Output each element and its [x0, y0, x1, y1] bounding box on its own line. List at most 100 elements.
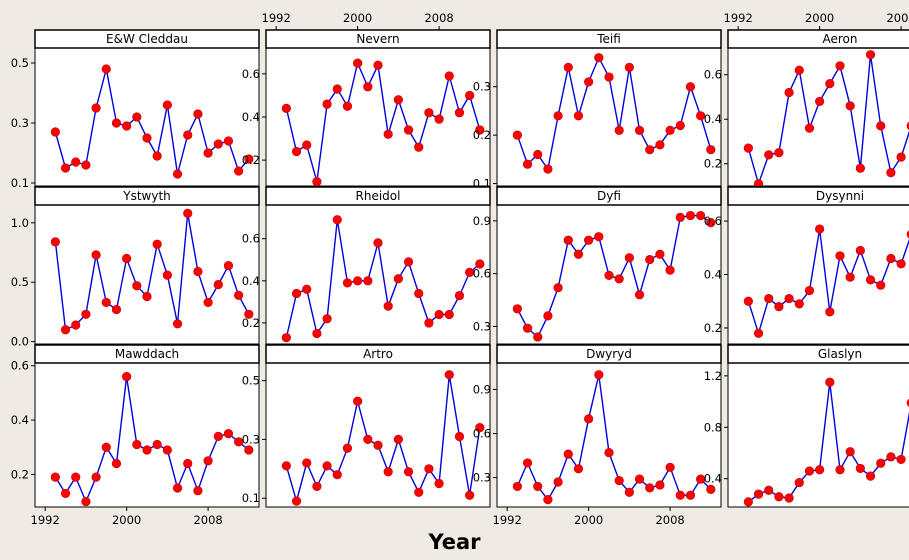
data-point — [424, 108, 434, 118]
data-point — [193, 266, 203, 277]
data-point — [244, 445, 254, 455]
data-point — [373, 238, 383, 248]
x-tick-label: 2000 — [112, 513, 141, 527]
data-point — [203, 148, 213, 158]
data-point — [665, 265, 675, 275]
data-point — [414, 288, 424, 299]
data-point — [475, 125, 485, 135]
data-point — [172, 483, 183, 493]
panel-aeron: Aeron 0.2 0.4 0.6 1992 2000 2008 — [704, 11, 909, 187]
data-point — [353, 396, 363, 406]
data-point — [393, 434, 403, 445]
panel-dwyryd: Dwyryd 0.3 0.6 0.9 1992 2000 2008 — [473, 344, 722, 527]
data-point — [573, 464, 584, 474]
data-point — [835, 251, 845, 261]
data-point — [91, 250, 101, 260]
data-point — [774, 301, 784, 312]
data-point — [855, 463, 865, 474]
data-point — [183, 458, 193, 469]
y-tick-label: 0.6 — [11, 359, 29, 373]
data-point — [312, 328, 322, 339]
series-line — [516, 214, 712, 339]
y-tick-label: 0.6 — [242, 67, 260, 81]
data-point — [122, 253, 132, 264]
series-line — [285, 60, 481, 182]
data-point — [845, 447, 855, 457]
y-tick-label: 0.3 — [473, 319, 491, 333]
data-point — [624, 253, 634, 263]
data-point — [696, 111, 706, 121]
data-point — [522, 458, 533, 468]
y-tick-label: 0.4 — [242, 274, 260, 288]
y-tick-label: 0.2 — [242, 153, 260, 167]
y-tick-label: 0.3 — [473, 471, 491, 485]
data-point — [533, 481, 543, 492]
data-point — [675, 120, 685, 131]
data-point — [223, 260, 234, 271]
data-point — [794, 65, 804, 75]
data-point — [774, 492, 784, 502]
series-line — [747, 54, 909, 186]
y-tick-label: 0.5 — [242, 374, 260, 388]
data-point — [322, 314, 332, 324]
y-tick-label: 0.4 — [11, 413, 29, 427]
data-point — [244, 309, 254, 319]
data-point — [764, 293, 774, 304]
data-point — [434, 114, 444, 124]
y-tick-label: 0.4 — [242, 110, 260, 124]
x-tick-label: 2008 — [886, 11, 909, 25]
panel-strip — [265, 186, 491, 206]
data-point — [512, 130, 522, 140]
data-point — [281, 461, 291, 471]
data-point — [906, 230, 909, 239]
data-point — [655, 480, 665, 490]
data-point — [223, 429, 234, 439]
data-point — [794, 477, 804, 488]
data-point — [553, 477, 563, 487]
panel-strip — [34, 186, 260, 206]
data-point — [454, 108, 465, 118]
data-point — [122, 371, 132, 382]
y-tick-label: 0.8 — [704, 420, 722, 434]
data-point — [142, 445, 152, 455]
y-tick-label: 0.2 — [242, 316, 260, 330]
data-point — [604, 270, 614, 280]
data-point — [876, 121, 886, 131]
data-point — [50, 127, 60, 137]
data-point — [111, 458, 122, 469]
data-point — [302, 458, 312, 468]
y-tick-label: 0.3 — [11, 116, 29, 130]
data-point — [624, 487, 634, 497]
data-point — [804, 466, 815, 476]
panel-ystwyth: Ystwyth 0.0 0.5 1.0 — [11, 186, 260, 349]
data-point — [152, 151, 162, 161]
data-point — [203, 297, 213, 308]
x-tick-label: 2008 — [424, 11, 453, 25]
data-point — [563, 62, 573, 72]
y-tick-label: 0.6 — [473, 427, 491, 441]
x-tick-label: 2000 — [805, 11, 834, 25]
data-point — [111, 304, 122, 315]
data-point — [91, 103, 101, 113]
data-point — [444, 71, 454, 81]
data-point — [645, 145, 655, 155]
data-point — [753, 489, 764, 499]
data-point — [152, 239, 162, 249]
data-point — [281, 333, 291, 343]
data-point — [665, 462, 675, 472]
data-point — [604, 72, 614, 82]
data-point — [353, 58, 363, 68]
data-point — [234, 437, 244, 447]
data-point — [291, 146, 302, 157]
data-point — [706, 217, 716, 228]
data-point — [815, 465, 825, 475]
data-point — [645, 254, 655, 265]
y-tick-label: 1.0 — [11, 216, 29, 230]
data-point — [614, 274, 624, 284]
data-point — [291, 288, 302, 299]
y-tick-label: 0.2 — [704, 157, 722, 171]
data-point — [896, 152, 906, 162]
data-point — [512, 304, 522, 314]
